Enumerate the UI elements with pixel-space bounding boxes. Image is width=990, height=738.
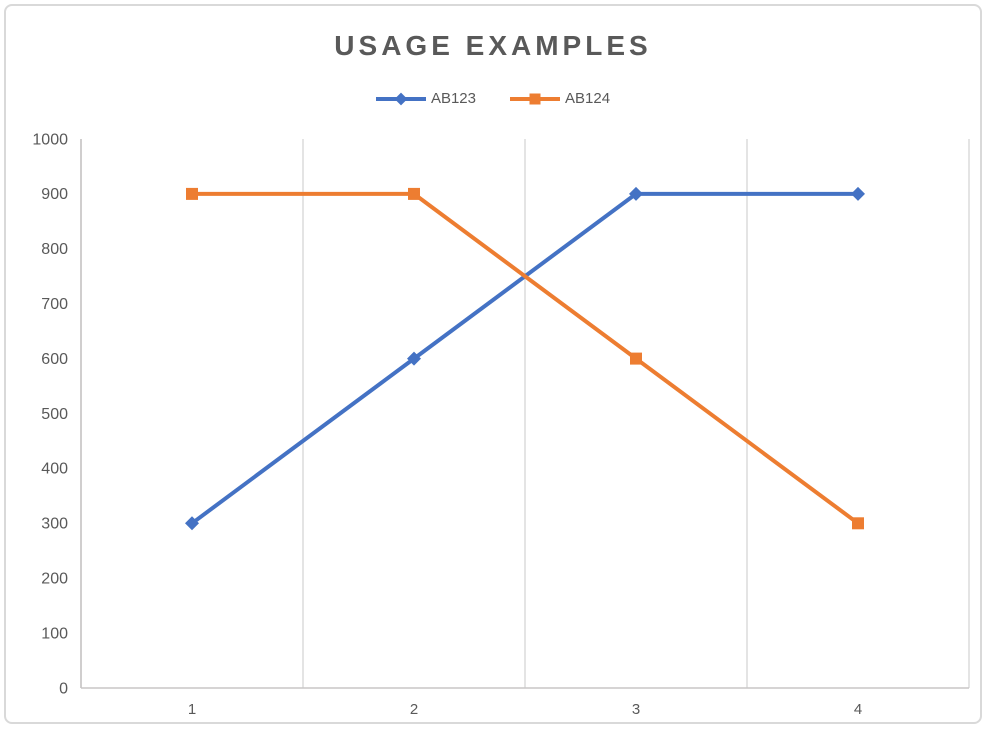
square-marker-icon xyxy=(529,93,541,104)
x-tick-label: 2 xyxy=(410,701,418,718)
y-tick-label: 400 xyxy=(41,461,68,478)
y-tick-label: 300 xyxy=(41,516,68,533)
x-tick-label: 1 xyxy=(188,701,196,718)
chart-frame: USAGE EXAMPLES AB123 AB124 0 100 200 300 400… xyxy=(4,4,982,724)
data-point-square-ab124 xyxy=(186,187,198,200)
legend-label-ab123: AB123 xyxy=(430,90,476,107)
data-point-square-ab124 xyxy=(630,352,642,365)
legend: AB123 AB124 xyxy=(6,90,980,107)
legend-item-ab124: AB124 xyxy=(510,90,610,107)
y-tick-label: 600 xyxy=(41,351,68,368)
y-tick-label: 800 xyxy=(41,241,68,258)
data-point-square-ab124 xyxy=(852,517,864,530)
y-tick-label: 500 xyxy=(41,406,68,423)
x-tick-label: 4 xyxy=(854,701,862,718)
legend-label-ab124: AB124 xyxy=(565,90,611,107)
y-tick-label: 200 xyxy=(41,570,68,587)
legend-line-swatch-ab124 xyxy=(510,93,560,104)
plot-area: 0 100 200 300 400 500 600 700 800 900 1000 1 2 3 4 xyxy=(32,131,970,718)
y-tick-label: 0 xyxy=(59,680,68,697)
data-point-diamond-ab123 xyxy=(407,351,421,366)
data-point-diamond-ab123 xyxy=(851,186,865,201)
chart-title: USAGE EXAMPLES xyxy=(334,30,652,61)
series-line-ab124 xyxy=(192,191,860,525)
x-tick-label: 3 xyxy=(632,701,640,718)
data-point-square-ab124 xyxy=(408,187,420,200)
y-tick-label: 100 xyxy=(41,625,68,642)
data-point-diamond-ab123 xyxy=(629,186,643,201)
legend-item-ab123: AB123 xyxy=(375,90,476,107)
y-tick-label: 700 xyxy=(41,296,68,313)
legend-line-swatch-ab123 xyxy=(375,92,426,105)
y-tick-label: 900 xyxy=(41,186,68,203)
y-tick-label: 1000 xyxy=(32,131,68,148)
data-point-diamond-ab123 xyxy=(185,516,199,531)
